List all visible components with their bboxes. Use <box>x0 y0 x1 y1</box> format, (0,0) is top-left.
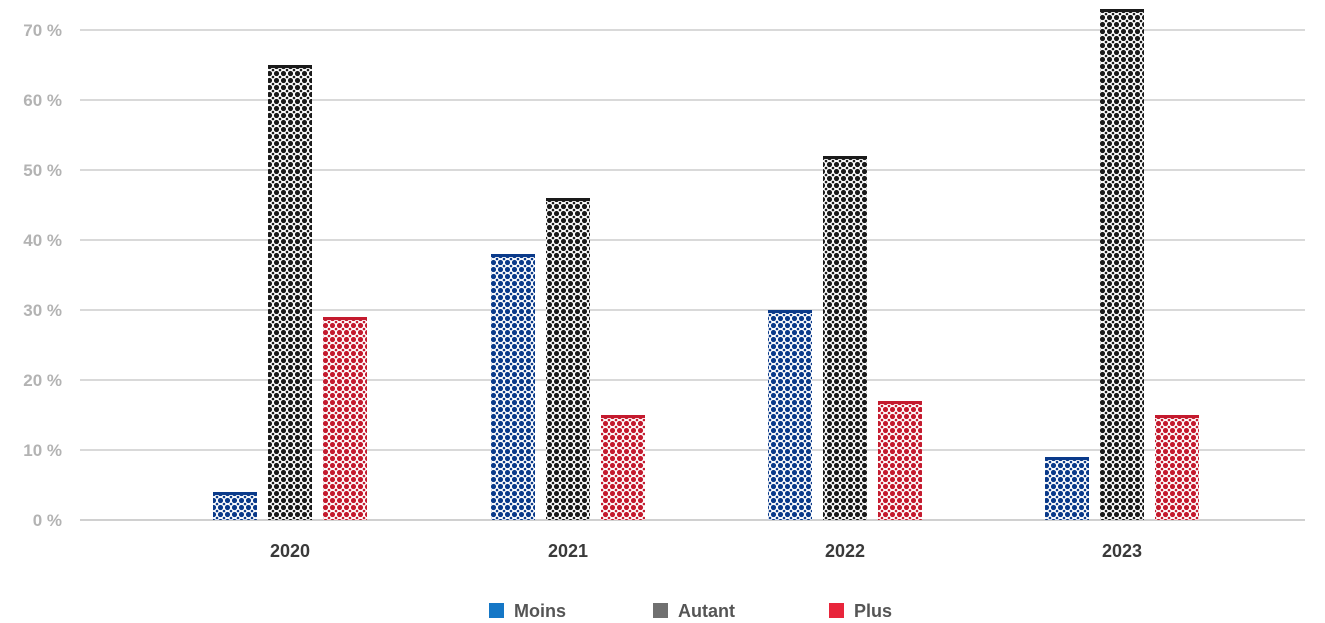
y-tick-label: 0 % <box>33 511 62 530</box>
y-axis-ticks: 0 % 10 % 20 % 30 % 40 % 50 % 60 % 70 % <box>23 21 62 530</box>
bar-moins-2022 <box>768 310 812 520</box>
legend-label: Autant <box>678 601 735 621</box>
legend: Moins Autant Plus <box>489 601 892 621</box>
legend-item-plus: Plus <box>829 601 892 621</box>
bar-autant-2020 <box>268 65 312 520</box>
y-tick-label: 50 % <box>23 161 62 180</box>
legend-swatch <box>829 603 844 618</box>
legend-item-moins: Moins <box>489 601 566 621</box>
y-tick-label: 30 % <box>23 301 62 320</box>
y-tick-label: 70 % <box>23 21 62 40</box>
legend-swatch <box>653 603 668 618</box>
y-tick-label: 10 % <box>23 441 62 460</box>
x-tick-label: 2021 <box>548 541 588 561</box>
bar-autant-2022 <box>823 156 867 520</box>
y-tick-label: 60 % <box>23 91 62 110</box>
legend-label: Plus <box>854 601 892 621</box>
y-tick-label: 20 % <box>23 371 62 390</box>
x-tick-label: 2020 <box>270 541 310 561</box>
bar-autant-2021 <box>546 198 590 520</box>
bar-moins-2023 <box>1045 457 1089 520</box>
bars <box>213 9 1199 520</box>
x-tick-label: 2023 <box>1102 541 1142 561</box>
y-tick-label: 40 % <box>23 231 62 250</box>
bar-moins-2021 <box>491 254 535 520</box>
x-tick-label: 2022 <box>825 541 865 561</box>
legend-label: Moins <box>514 601 566 621</box>
bar-autant-2023 <box>1100 9 1144 520</box>
bar-plus-2021 <box>601 415 645 520</box>
bar-plus-2020 <box>323 317 367 520</box>
bar-moins-2020 <box>213 492 257 520</box>
bar-plus-2023 <box>1155 415 1199 520</box>
bar-plus-2022 <box>878 401 922 520</box>
legend-item-autant: Autant <box>653 601 735 621</box>
legend-swatch <box>489 603 504 618</box>
